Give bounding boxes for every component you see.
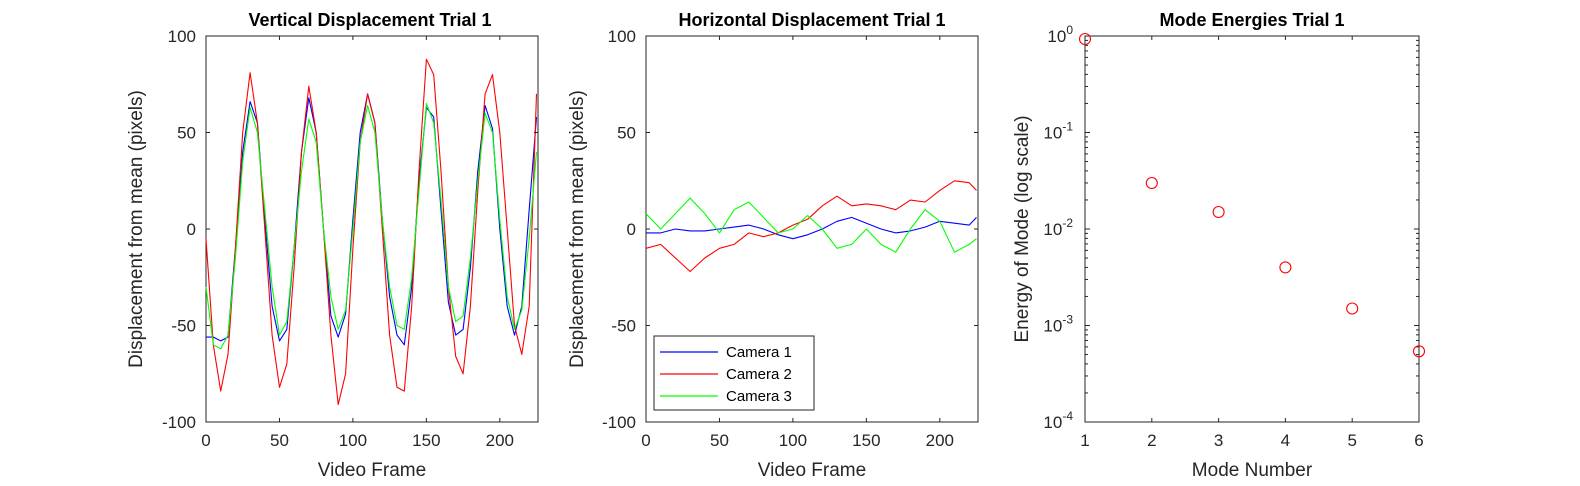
y-tick-base: 10: [1043, 413, 1062, 432]
panel-mode-energies: Mode Energies Trial 1 1 2 3 4 5 610010-110-21…: [1012, 10, 1426, 481]
vertical-series-line-camera-3: [205, 103, 538, 350]
horizontal-x-axis-label: Video Frame: [758, 460, 866, 481]
vertical-plot-axes: [205, 35, 539, 423]
vertical-y-axis-label: Displacement from mean (pixels): [126, 90, 147, 368]
mode-energies-x-tick-label: 5: [1347, 431, 1356, 450]
y-tick-exponent: 0: [1066, 23, 1073, 37]
horizontal-series-group: [645, 180, 977, 273]
mode-energies-y-axis-label: Energy of Mode (log scale): [1012, 115, 1033, 342]
y-tick-base: 10: [1043, 124, 1062, 143]
mode-energies-y-tick-label: 10-2: [1043, 216, 1073, 239]
panel-vertical-displacement: Vertical Displacement Trial 1 0 50 100 150 2…: [126, 10, 539, 481]
mode-energies-x-tick-label: 1: [1080, 431, 1089, 450]
horizontal-legend: Camera 1 Camera 2 Camera 3: [653, 335, 815, 411]
mode-energy-point: [1346, 302, 1359, 315]
mode-energies-y-tick-label: 100: [1047, 23, 1073, 46]
horizontal-x-tick-label: 100: [779, 431, 807, 450]
vertical-series-group: [205, 58, 538, 406]
mode-energies-y-tick-label: 10-1: [1043, 120, 1073, 143]
vertical-x-axis-label: Video Frame: [318, 460, 426, 481]
vertical-y-tick-label: -100: [162, 413, 196, 432]
mode-energy-point: [1412, 345, 1426, 358]
mode-energies-plot-axes: [1084, 35, 1420, 423]
legend-label-camera-3: Camera 3: [726, 388, 792, 405]
panel-horizontal-displacement: Horizontal Displacement Trial 1 0 50 100 15…: [567, 10, 979, 481]
vertical-plot-title: Vertical Displacement Trial 1: [248, 10, 491, 30]
y-tick-exponent: -1: [1062, 120, 1073, 134]
mode-energies-y-tick-label: 10-3: [1043, 313, 1073, 336]
vertical-y-tick-label: 0: [187, 220, 196, 239]
horizontal-x-tick-label: 150: [852, 431, 880, 450]
mode-energy-point: [1212, 205, 1225, 219]
vertical-x-tick-label: 200: [486, 431, 514, 450]
horizontal-y-tick-label: 100: [608, 27, 636, 46]
legend-label-camera-1: Camera 1: [726, 344, 792, 361]
horizontal-plot-title: Horizontal Displacement Trial 1: [678, 10, 945, 30]
vertical-x-tick-label: 100: [339, 431, 367, 450]
horizontal-y-tick-label: 0: [627, 220, 636, 239]
horizontal-y-tick-label: -100: [602, 413, 636, 432]
vertical-x-tick-label: 150: [412, 431, 440, 450]
mode-energies-x-tick-label: 3: [1214, 431, 1223, 450]
mode-energies-x-tick-label: 2: [1147, 431, 1156, 450]
y-tick-base: 10: [1043, 317, 1062, 336]
horizontal-x-tick-label: 0: [641, 431, 650, 450]
horizontal-y-tick-label: -50: [611, 317, 636, 336]
mode-energy-point: [1279, 261, 1292, 274]
vertical-series-line-camera-1: [206, 93, 538, 346]
horizontal-series-line-camera-2: [645, 180, 977, 273]
horizontal-y-axis-label: Displacement from mean (pixels): [567, 90, 588, 368]
y-tick-exponent: -4: [1062, 409, 1073, 423]
y-tick-exponent: -3: [1062, 313, 1073, 327]
mode-energies-y-tick-label: 10-4: [1043, 409, 1073, 432]
horizontal-x-tick-label: 50: [710, 431, 729, 450]
mode-energies-points-group: [1078, 32, 1426, 358]
mode-energies-x-tick-label: 6: [1414, 431, 1423, 450]
vertical-y-tick-label: 50: [177, 124, 196, 143]
vertical-x-tick-label: 0: [201, 431, 210, 450]
mode-energies-x-tick-label: 4: [1281, 431, 1290, 450]
mode-energies-x-axis-label: Mode Number: [1192, 460, 1313, 481]
mode-energies-plot-title: Mode Energies Trial 1: [1159, 10, 1344, 30]
vertical-ticks-group: 0 50 100 150 200 -100 -50 0 50 100: [162, 27, 538, 450]
horizontal-y-tick-label: 50: [617, 124, 636, 143]
legend-box: [653, 335, 815, 411]
mode-energy-point: [1078, 32, 1092, 46]
vertical-y-tick-label: -50: [171, 317, 196, 336]
horizontal-series-line-camera-3: [645, 197, 977, 253]
legend-label-camera-2: Camera 2: [726, 366, 792, 383]
mode-energy-point: [1145, 176, 1158, 190]
horizontal-ticks-group: 0 50 100 150 200 -100 -50 0 50 100: [602, 27, 978, 450]
vertical-y-tick-label: 100: [168, 27, 196, 46]
y-tick-base: 10: [1047, 27, 1066, 46]
vertical-x-tick-label: 50: [270, 431, 289, 450]
y-tick-base: 10: [1043, 220, 1062, 239]
y-tick-exponent: -2: [1062, 216, 1073, 230]
horizontal-x-tick-label: 200: [926, 431, 954, 450]
horizontal-series-line-camera-1: [646, 216, 977, 240]
